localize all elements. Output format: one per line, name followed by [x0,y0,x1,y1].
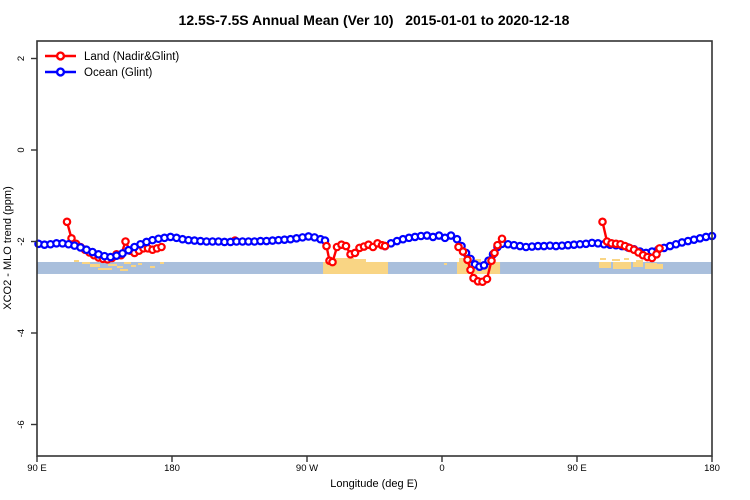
land-speckle [160,262,164,264]
y-axis-title: XCO2 - MLO trend (ppm) [2,186,14,309]
land-series-point [497,234,507,244]
x-tick-label: 180 [704,463,720,474]
land-series-point [322,241,331,251]
land-speckle [613,262,631,269]
x-tick-label: 90 E [567,463,587,474]
land-legend-marker-icon [55,51,66,61]
land-speckle [131,265,136,267]
land-series-point [62,217,72,227]
land-speckle [120,269,128,271]
land-series-point [490,248,499,258]
land-speckle [74,260,79,262]
land-series-point [458,247,468,256]
land-speckle [633,262,643,267]
x-axis-title: Longitude (deg E) [330,478,417,490]
y-tick-label: 0 [16,147,27,152]
x-tick-label: 90 W [296,463,318,474]
x-tick-label: 180 [164,463,180,474]
land-speckle [82,262,90,264]
y-tick-label: -4 [16,329,27,337]
ocean-series-point [452,234,462,244]
legend-label-ocean: Ocean (Glint) [84,67,153,79]
axis-ticks: 90 E 180 90 W 0 90 E 180 2 0 -2 -4 -6 [16,56,720,474]
land-series-point [350,248,360,258]
land-series-point [493,240,502,250]
series-layer [34,217,717,287]
land-series-point [655,244,664,253]
legend-item-land: Land (Nadir&Glint) [45,51,179,63]
land-speckle [108,264,117,266]
land-speckle [328,258,354,263]
land-speckle [150,266,155,268]
land-speckle [645,263,657,269]
land-speckle [98,268,112,270]
land-series-point [328,257,337,267]
land-series-point [380,241,390,251]
land-speckle [636,260,643,262]
land-series-point [598,217,607,227]
land-ocean-strip [37,258,712,274]
legend-label-land: Land (Nadir&Glint) [84,51,179,63]
land-speckle [124,262,131,264]
land-speckle [117,266,123,268]
ocean-legend-marker-icon [55,67,66,77]
ocean-series-point [446,231,456,240]
land-series-point [482,274,492,284]
land-speckle [655,264,663,269]
land-series-point [121,237,130,246]
chart-title: 12.5S-7.5S Annual Mean (Ver 10) 2015-01-… [179,12,570,28]
x-tick-label: 90 E [27,463,47,474]
land-speckle [624,258,629,260]
land-series-point [466,265,475,275]
land-series-point [157,242,166,252]
y-tick-label: -2 [16,237,27,245]
land-series-point [487,256,496,266]
legend-item-ocean: Ocean (Glint) [45,67,153,79]
plot-box [36,40,713,457]
land-speckle [138,263,142,265]
land-speckle [599,262,611,268]
land-speckle [600,258,606,260]
land-block [323,261,388,274]
y-tick-label: 2 [16,56,27,61]
legend: Land (Nadir&Glint) Ocean (Glint) [45,51,179,79]
land-series-point [463,255,472,265]
land-speckle [352,259,366,263]
x-tick-label: 0 [439,463,444,474]
y-tick-label: -6 [16,420,27,428]
land-speckle [90,264,100,267]
land-speckle [444,263,447,265]
land-speckle [612,259,620,261]
land-series-point [341,241,351,251]
